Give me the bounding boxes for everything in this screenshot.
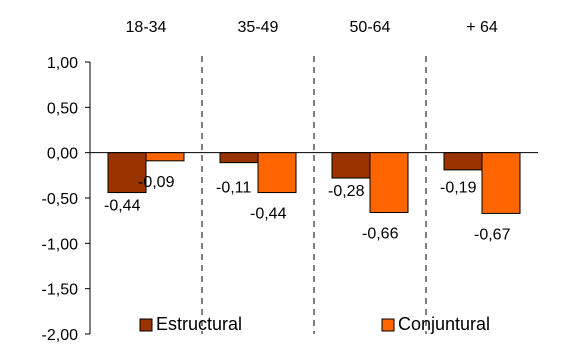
- y-tick-label: -1,50: [42, 282, 79, 299]
- y-tick-label: 1,00: [47, 55, 78, 72]
- data-label-estructural: -0,11: [216, 180, 251, 197]
- y-tick-label: 0,00: [47, 146, 78, 163]
- legend-swatch-estructural: [139, 318, 153, 332]
- legend-label-estructural: Estructural: [156, 314, 242, 334]
- data-label-conjuntural: -0,09: [138, 174, 175, 191]
- data-label-conjuntural: -0,67: [474, 226, 511, 243]
- data-label-conjuntural: -0,66: [362, 226, 399, 243]
- y-tick-label: -2,00: [42, 327, 79, 344]
- y-tick-label: -0,50: [42, 191, 79, 208]
- bar-conjuntural: [145, 152, 185, 162]
- y-tick-label: -1,00: [42, 236, 79, 253]
- bar-estructural: [107, 152, 147, 194]
- category-label: + 64: [466, 19, 498, 36]
- bar-estructural: [331, 152, 371, 179]
- bar-conjuntural: [481, 152, 521, 214]
- bar-estructural: [443, 152, 483, 171]
- y-tick-label: 0,50: [47, 100, 78, 117]
- category-label: 18-34: [126, 19, 167, 36]
- bar-conjuntural: [257, 152, 297, 194]
- bar-conjuntural: [369, 152, 409, 214]
- data-label-estructural: -0,19: [440, 180, 477, 197]
- data-label-conjuntural: -0,44: [250, 206, 287, 223]
- category-label: 50-64: [350, 19, 391, 36]
- legend-label-conjuntural: Conjuntural: [398, 314, 490, 334]
- data-label-estructural: -0,28: [328, 183, 365, 200]
- category-label: 35-49: [238, 19, 279, 36]
- legend-swatch-conjuntural: [381, 318, 395, 332]
- data-label-estructural: -0,44: [104, 198, 141, 215]
- bar-estructural: [219, 152, 259, 164]
